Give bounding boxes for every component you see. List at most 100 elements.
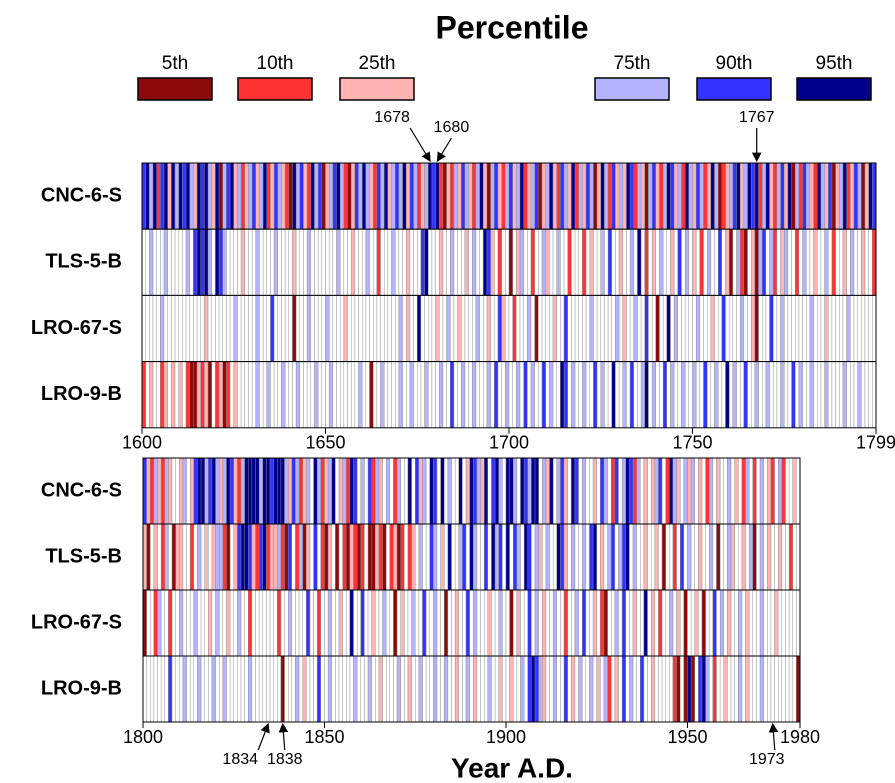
cell xyxy=(600,295,605,362)
cell xyxy=(560,457,565,525)
cell xyxy=(647,589,652,657)
cell xyxy=(868,361,873,429)
cell xyxy=(648,295,653,362)
cell xyxy=(698,523,703,591)
cell xyxy=(244,457,249,525)
cell xyxy=(831,295,836,362)
cell xyxy=(193,655,198,723)
cell xyxy=(404,523,409,591)
cell xyxy=(327,655,332,723)
cell xyxy=(310,361,315,429)
cell xyxy=(701,589,706,657)
cell xyxy=(582,162,587,230)
cell xyxy=(164,457,169,525)
cell xyxy=(422,523,427,591)
cell xyxy=(513,523,518,591)
cell xyxy=(343,361,348,429)
cell xyxy=(431,361,436,429)
cell xyxy=(648,228,653,296)
cell xyxy=(273,655,278,723)
cell xyxy=(692,295,697,362)
cell xyxy=(197,457,202,525)
cell xyxy=(672,457,677,525)
cell xyxy=(625,589,630,657)
cell xyxy=(505,295,510,362)
cell xyxy=(425,589,430,657)
cell xyxy=(152,295,157,362)
cell xyxy=(229,295,234,362)
cell xyxy=(842,295,847,362)
cell xyxy=(204,589,209,657)
cell xyxy=(767,523,772,591)
cell xyxy=(545,162,550,230)
cell xyxy=(375,589,380,657)
cell xyxy=(556,589,561,657)
cell xyxy=(332,361,337,429)
cell xyxy=(356,655,361,723)
cell xyxy=(346,655,351,723)
cell xyxy=(681,361,686,429)
cell xyxy=(534,457,539,525)
cell xyxy=(142,457,147,525)
cell xyxy=(277,162,282,230)
cell xyxy=(325,361,330,429)
cell xyxy=(607,457,612,525)
cell xyxy=(741,523,746,591)
cell xyxy=(670,228,675,296)
cell xyxy=(371,457,376,525)
cell xyxy=(346,523,351,591)
cell xyxy=(502,457,507,525)
cell xyxy=(637,228,642,296)
cell xyxy=(714,361,719,429)
cell xyxy=(773,295,778,362)
cell xyxy=(141,228,146,296)
cell xyxy=(719,457,724,525)
cell xyxy=(839,295,844,362)
cell xyxy=(402,228,407,296)
cell xyxy=(310,295,315,362)
cell xyxy=(343,228,348,296)
cell xyxy=(604,162,609,230)
cell xyxy=(431,162,436,230)
cell xyxy=(712,589,717,657)
cell xyxy=(552,523,558,591)
cell xyxy=(450,162,455,230)
cell xyxy=(758,361,763,429)
cell xyxy=(436,457,441,525)
row-label: LRO-9-B xyxy=(41,383,122,405)
cell xyxy=(527,228,532,296)
cell xyxy=(447,655,452,723)
cell xyxy=(618,523,623,591)
cell xyxy=(677,228,682,296)
cell xyxy=(600,589,605,657)
cell xyxy=(820,295,825,362)
cell xyxy=(516,228,521,296)
cell xyxy=(615,228,620,296)
cell xyxy=(332,162,337,230)
cell xyxy=(629,228,634,296)
cell xyxy=(299,361,304,429)
cell xyxy=(781,523,786,591)
cell xyxy=(391,162,396,230)
cell xyxy=(509,457,514,525)
cell xyxy=(302,655,307,723)
cell xyxy=(251,655,256,723)
cell xyxy=(839,228,844,296)
cell xyxy=(382,655,387,723)
cell xyxy=(325,162,330,230)
cell xyxy=(676,589,681,657)
cell xyxy=(442,228,447,296)
cell xyxy=(680,523,685,591)
cell xyxy=(292,295,297,362)
cell xyxy=(798,295,803,362)
cell xyxy=(222,361,227,429)
cell xyxy=(505,523,510,591)
cell xyxy=(552,457,558,525)
cell xyxy=(545,655,550,723)
cell xyxy=(484,523,489,591)
cell xyxy=(523,589,528,657)
cell xyxy=(292,361,297,429)
cell xyxy=(684,228,690,296)
cell xyxy=(661,655,666,723)
